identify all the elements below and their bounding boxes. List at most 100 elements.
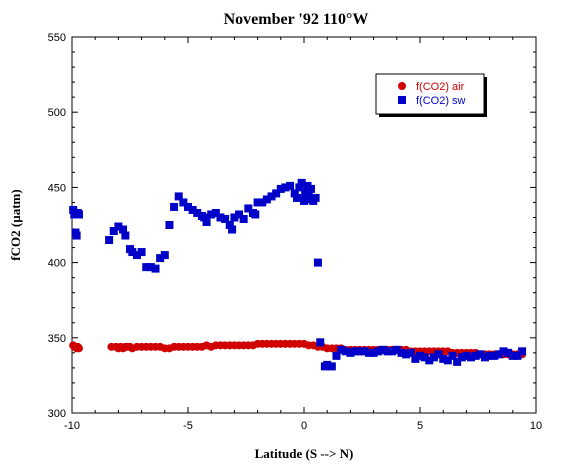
y-tick-label: 550	[48, 32, 66, 44]
data-point-sw	[485, 351, 494, 360]
data-point-sw	[518, 347, 527, 356]
data-point-sw	[416, 351, 424, 360]
data-point-sw	[200, 213, 209, 222]
data-point-sw	[193, 208, 202, 217]
data-point-sw	[351, 347, 360, 356]
y-tick-label: 500	[48, 107, 66, 119]
data-point-sw	[188, 205, 197, 214]
data-point-sw	[513, 351, 522, 360]
data-point-sw	[151, 264, 160, 273]
data-point-sw	[72, 231, 81, 240]
legend: f(CO2) air f(CO2) sw	[375, 73, 487, 117]
data-point-sw	[295, 183, 304, 192]
data-point-sw	[411, 354, 420, 363]
data-point-sw	[476, 350, 485, 359]
data-point-sw	[311, 193, 320, 202]
data-point-sw	[341, 347, 350, 356]
data-point-sw	[397, 348, 406, 357]
data-point-sw	[211, 208, 220, 217]
data-point-sw	[244, 204, 253, 213]
data-point-sw	[221, 214, 230, 223]
x-axis-label: Latitude (S --> N)	[255, 446, 354, 461]
series-sw	[69, 178, 527, 371]
data-point-sw	[281, 183, 290, 192]
data-point-sw	[146, 263, 155, 272]
data-point-sw	[360, 347, 369, 356]
data-point-sw	[439, 354, 448, 363]
data-point-sw	[286, 181, 295, 190]
data-point-sw	[132, 251, 141, 260]
data-point-sw	[267, 192, 276, 201]
data-point-sw	[443, 356, 452, 365]
data-point-sw	[202, 217, 211, 226]
x-tick-label: -5	[183, 420, 193, 432]
data-point-sw	[316, 338, 325, 347]
data-point-sw	[337, 345, 346, 354]
data-point-sw	[355, 347, 364, 356]
legend-label: f(CO2) air	[416, 81, 465, 93]
legend-marker-air	[398, 82, 406, 90]
data-point-sw	[425, 356, 434, 365]
data-point-sw	[420, 353, 429, 362]
data-point-sw	[499, 347, 508, 356]
legend-marker-sw	[398, 96, 406, 104]
data-point-sw	[165, 221, 174, 229]
data-point-sw	[74, 210, 83, 219]
data-point-sw	[119, 225, 128, 234]
data-point-sw	[128, 248, 137, 257]
data-point-sw	[170, 202, 179, 211]
data-point-sw	[457, 353, 466, 362]
data-point-sw	[467, 353, 476, 362]
data-point-sw	[429, 353, 438, 362]
data-point-sw	[388, 347, 397, 356]
data-point-sw	[304, 192, 313, 201]
data-point-sw	[69, 205, 78, 214]
data-point-sw	[374, 347, 383, 356]
data-point-sw	[471, 351, 480, 360]
data-point-sw	[239, 214, 248, 223]
data-point-sw	[434, 350, 443, 359]
data-point-sw	[504, 348, 513, 357]
data-point-sw	[114, 222, 123, 231]
data-point-sw	[364, 348, 373, 357]
data-point-sw	[142, 263, 151, 272]
data-point-sw	[272, 189, 281, 198]
series-air	[69, 339, 527, 359]
data-point-air	[74, 344, 83, 353]
data-point-sw	[402, 350, 411, 359]
x-tick-label: -10	[64, 420, 80, 432]
data-point-sw	[235, 210, 244, 219]
data-point-sw	[508, 351, 517, 360]
x-tick-label: 0	[301, 420, 307, 432]
data-point-sw	[327, 362, 336, 371]
data-point-sw	[228, 225, 237, 234]
data-point-sw	[258, 198, 267, 207]
data-point-sw	[105, 236, 114, 245]
data-point-sw	[290, 189, 299, 198]
data-point-sw	[378, 345, 387, 354]
data-point-sw	[448, 351, 457, 360]
y-tick-label: 300	[48, 408, 66, 420]
data-point-sw	[179, 198, 188, 207]
y-tick-label: 350	[48, 333, 66, 345]
chart-title: November '92 110°W	[224, 11, 369, 28]
y-tick-label: 400	[48, 258, 66, 270]
y-tick-label: 450	[48, 182, 66, 194]
x-tick-label: 5	[417, 420, 423, 432]
data-point-sw	[332, 351, 341, 360]
data-point-sw	[494, 350, 503, 359]
y-axis-label: fCO2 (µatm)	[8, 189, 23, 260]
data-point-sw	[262, 195, 271, 204]
data-point-sw	[225, 221, 234, 229]
data-point-sw	[480, 353, 489, 362]
legend-label: f(CO2) sw	[416, 95, 466, 107]
data-point-sw	[216, 213, 225, 222]
data-point-sw	[462, 351, 471, 360]
data-point-sw	[392, 345, 401, 354]
data-point-sw	[121, 231, 130, 240]
data-point-sw	[207, 210, 216, 219]
data-series	[69, 178, 527, 371]
data-point-sw	[383, 347, 392, 356]
legend-box	[375, 73, 485, 115]
